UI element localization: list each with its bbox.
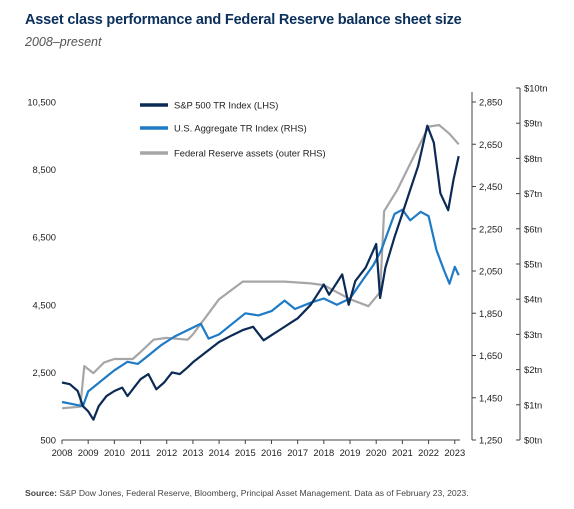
right-tick-label: 2,850	[479, 97, 502, 108]
x-tick-label: 2015	[235, 447, 256, 458]
series-line-fed-assets	[61, 123, 460, 410]
x-tick-label: 2009	[78, 447, 99, 458]
legend-label: Federal Reserve assets (outer RHS)	[174, 148, 326, 159]
right-tick-label: 1,650	[479, 350, 502, 361]
x-tick-label: 2008	[52, 447, 73, 458]
outer-right-tick-label: $2tn	[524, 364, 542, 375]
x-tick-label: 2011	[130, 447, 150, 458]
x-tick-label: 2022	[418, 447, 439, 458]
x-tick-label: 2012	[156, 447, 177, 458]
chart-subtitle: 2008–present	[25, 35, 102, 49]
chart-legend: S&P 500 TR Index (LHS) U.S. Aggregate TR …	[140, 100, 326, 159]
left-tick-label: 2,500	[33, 367, 56, 378]
left-tick-label: 10,500	[27, 97, 56, 108]
right-tick-label: 1,850	[479, 308, 502, 319]
left-tick-label: 6,500	[33, 232, 56, 243]
right-tick-label: 1,450	[479, 392, 502, 403]
chart-axes: 500 2,500 4,500 6,500 8,500 10,500 2008 2009 201…	[27, 83, 547, 459]
source-text: S&P Dow Jones, Federal Reserve, Bloomber…	[59, 488, 469, 498]
outer-right-tick-label: $9tn	[524, 118, 542, 129]
right-tick-label: 2,250	[479, 223, 502, 234]
x-tick-label: 2020	[366, 447, 387, 458]
series-line-us-aggregate	[61, 208, 460, 408]
right-tick-label: 2,650	[479, 139, 502, 150]
x-tick-label: 2017	[287, 447, 308, 458]
outer-right-tick-label: $7tn	[524, 188, 542, 199]
x-tick-label: 2010	[104, 447, 125, 458]
outer-right-tick-label: $1tn	[524, 399, 542, 410]
outer-right-tick-label: $0tn	[524, 435, 542, 446]
series-line-sp500	[61, 124, 460, 421]
x-tick-label: 2023	[444, 447, 465, 458]
source-label: Source:	[25, 488, 57, 498]
x-tick-label: 2013	[182, 447, 203, 458]
right-tick-label: 2,450	[479, 181, 502, 192]
chart-lines	[61, 123, 460, 421]
chart-title: Asset class performance and Federal Rese…	[25, 12, 462, 28]
legend-label: S&P 500 TR Index (LHS)	[174, 100, 278, 111]
left-tick-label: 8,500	[33, 164, 56, 175]
outer-right-tick-label: $10tn	[524, 83, 547, 94]
legend-label: U.S. Aggregate TR Index (RHS)	[174, 123, 307, 134]
x-tick-label: 2019	[340, 447, 361, 458]
outer-right-tick-label: $8tn	[524, 153, 542, 164]
outer-right-tick-label: $3tn	[524, 329, 542, 340]
source-note: Source: S&P Dow Jones, Federal Reserve, …	[25, 488, 469, 498]
x-tick-label: 2021	[392, 447, 413, 458]
outer-right-tick-label: $6tn	[524, 223, 542, 234]
right-tick-label: 1,250	[479, 435, 502, 446]
right-tick-label: 2,050	[479, 266, 502, 277]
outer-right-tick-label: $4tn	[524, 294, 542, 305]
x-tick-label: 2018	[313, 447, 334, 458]
outer-right-tick-label: $5tn	[524, 259, 542, 270]
left-tick-label: 4,500	[33, 299, 56, 310]
left-tick-label: 500	[40, 435, 56, 446]
x-tick-label: 2014	[209, 447, 230, 458]
x-tick-label: 2016	[261, 447, 282, 458]
